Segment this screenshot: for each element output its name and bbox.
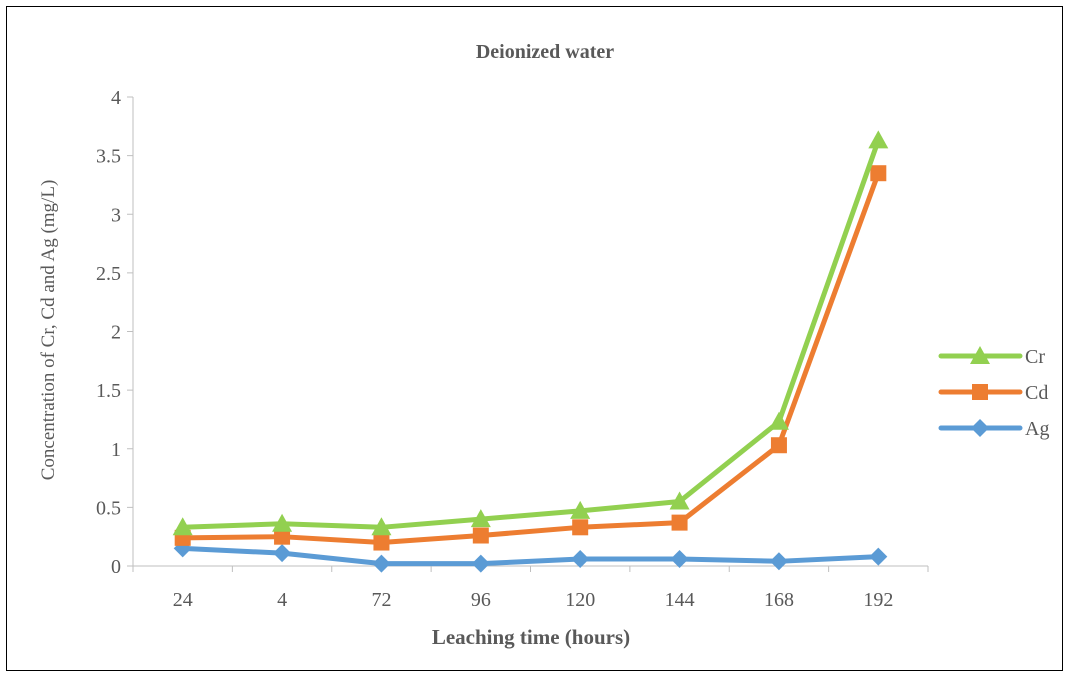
data-point-ag bbox=[770, 552, 788, 570]
data-point-cd bbox=[473, 528, 489, 544]
x-tick-label: 192 bbox=[863, 589, 893, 611]
data-point-ag bbox=[571, 550, 589, 568]
y-tick-label: 0.5 bbox=[96, 497, 121, 519]
series-line-cr bbox=[183, 140, 879, 527]
data-point-cd bbox=[672, 515, 688, 531]
x-axis-title: Leaching time (hours) bbox=[432, 625, 630, 649]
series-cr bbox=[173, 130, 889, 535]
data-point-cr bbox=[868, 130, 888, 148]
data-point-ag bbox=[671, 550, 689, 568]
series-cd bbox=[175, 165, 887, 550]
x-tick-label: 168 bbox=[764, 589, 794, 611]
data-point-ag bbox=[869, 548, 887, 566]
y-tick-label: 1.5 bbox=[96, 380, 121, 402]
series-line-cd bbox=[183, 173, 879, 542]
x-tick-label: 72 bbox=[371, 589, 391, 611]
data-point-cd bbox=[870, 165, 886, 181]
chart-title: Deionized water bbox=[476, 41, 614, 63]
y-tick-label: 3 bbox=[111, 204, 121, 226]
legend-label-ag: Ag bbox=[1025, 418, 1049, 440]
y-tick-label: 2.5 bbox=[96, 263, 121, 285]
x-tick-label: 24 bbox=[173, 589, 193, 611]
legend-marker-ag bbox=[971, 419, 989, 437]
data-point-cd bbox=[572, 519, 588, 535]
x-tick-label: 144 bbox=[665, 589, 695, 611]
legend-item-cr: Cr bbox=[941, 346, 1045, 368]
y-tick-label: 2 bbox=[111, 322, 121, 344]
legend-marker-cd bbox=[972, 384, 988, 400]
x-tick-label: 96 bbox=[471, 589, 491, 611]
y-tick-label: 3.5 bbox=[96, 146, 121, 168]
legend-item-ag: Ag bbox=[941, 418, 1049, 440]
legend-label-cr: Cr bbox=[1025, 346, 1045, 368]
y-tick-label: 4 bbox=[111, 87, 121, 109]
y-tick-label: 0 bbox=[111, 556, 121, 578]
y-axis-title: Concentration of Cr, Cd and Ag (mg/L) bbox=[38, 180, 59, 481]
data-point-cd bbox=[373, 535, 389, 551]
legend-item-cd: Cd bbox=[941, 382, 1048, 404]
data-point-ag bbox=[372, 555, 390, 573]
data-point-ag bbox=[472, 555, 490, 573]
legend: Cr Cd Ag bbox=[941, 346, 1049, 440]
series-layer bbox=[173, 130, 889, 572]
x-tick-label: 120 bbox=[565, 589, 595, 611]
legend-label-cd: Cd bbox=[1025, 382, 1048, 404]
x-tick-label: 4 bbox=[277, 589, 287, 611]
data-point-ag bbox=[273, 544, 291, 562]
data-point-cd bbox=[771, 437, 787, 453]
y-tick-label: 1 bbox=[111, 439, 121, 461]
